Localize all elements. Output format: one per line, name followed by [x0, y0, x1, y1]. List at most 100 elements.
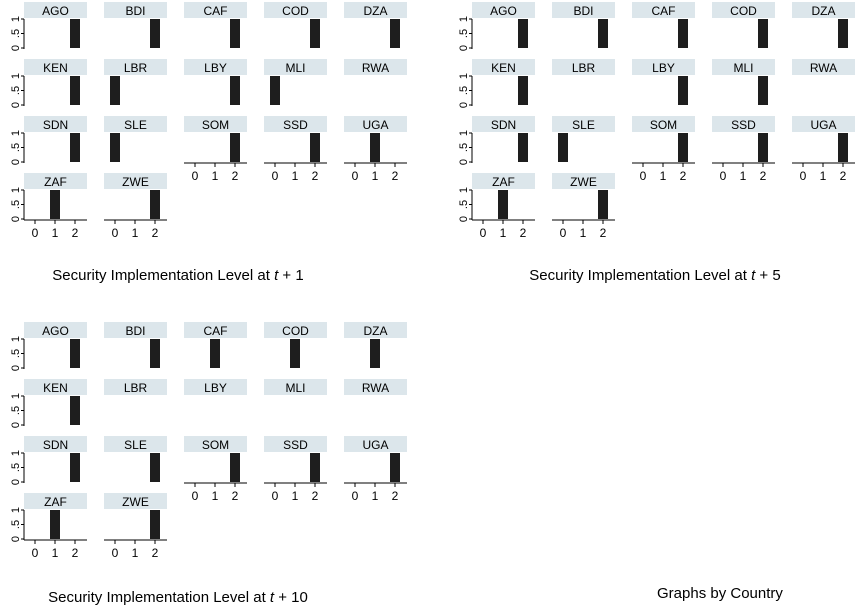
facet-sdn: SDN 0 .5 1 — [458, 116, 535, 165]
bar-caf — [230, 19, 240, 48]
x-tick-label: 1 — [372, 169, 379, 183]
facet-label: LBR — [124, 61, 148, 75]
y-tick-label: .5 — [458, 200, 470, 209]
facet-label: DZA — [364, 324, 388, 338]
facet-strip — [264, 322, 327, 338]
facet-ssd: SSD 0 1 2 — [264, 116, 327, 183]
facet-strip — [104, 322, 167, 338]
facet-cod: COD — [264, 2, 327, 48]
facet-label: MLI — [733, 61, 753, 75]
x-tick-label: 2 — [840, 169, 847, 183]
facet-label: ZAF — [492, 175, 515, 189]
bar-zaf — [50, 190, 60, 219]
panel-title: Security Implementation Level at t + 10 — [48, 589, 308, 606]
facet-strip — [472, 116, 535, 132]
facet-label: LBR — [124, 381, 148, 395]
facet-label: LBY — [204, 381, 227, 395]
x-tick-label: 2 — [392, 169, 399, 183]
bar-sle — [150, 453, 160, 482]
bar-zwe — [598, 190, 608, 219]
bar-ago — [70, 339, 80, 368]
x-tick-label: 1 — [132, 546, 139, 560]
bar-zaf — [498, 190, 508, 219]
x-tick-label: 2 — [312, 489, 319, 503]
facet-strip — [184, 322, 247, 338]
y-tick-label: 1 — [10, 507, 22, 513]
y-tick-label: 0 — [10, 102, 22, 108]
y-tick-label: .5 — [458, 143, 470, 152]
bar-mli — [270, 76, 280, 105]
bar-som — [678, 133, 688, 162]
facet-ken: KEN 0 .5 1 — [10, 379, 87, 428]
facet-ago: AGO 0 .5 1 — [458, 2, 535, 51]
facet-label: SDN — [491, 118, 516, 132]
facet-label: MLI — [285, 61, 305, 75]
y-tick-label: 0 — [458, 102, 470, 108]
facet-label: ZAF — [44, 175, 67, 189]
facet-dza: DZA — [792, 2, 855, 48]
facet-label: DZA — [364, 4, 388, 18]
bar-sle — [110, 133, 120, 162]
x-tick-label: 0 — [560, 226, 567, 240]
x-tick-label: 0 — [352, 489, 359, 503]
facet-strip — [792, 2, 855, 18]
facet-strip — [632, 59, 695, 75]
x-tick-label: 0 — [640, 169, 647, 183]
x-tick-label: 2 — [152, 546, 159, 560]
y-tick-label: .5 — [10, 349, 22, 358]
bar-dza — [370, 339, 380, 368]
y-tick-label: 0 — [10, 536, 22, 542]
y-tick-label: 1 — [10, 450, 22, 456]
facet-sle: SLE — [104, 436, 167, 482]
facet-label: SDN — [43, 118, 68, 132]
x-tick-label: 0 — [32, 226, 39, 240]
bar-som — [230, 133, 240, 162]
y-tick-label: 0 — [10, 45, 22, 51]
x-tick-label: 1 — [212, 489, 219, 503]
x-tick-label: 2 — [600, 226, 607, 240]
facet-dza: DZA — [344, 2, 407, 48]
facet-ken: KEN 0 .5 1 — [458, 59, 535, 108]
x-tick-label: 1 — [580, 226, 587, 240]
y-tick-label: 0 — [458, 45, 470, 51]
facet-strip — [24, 322, 87, 338]
bar-uga — [370, 133, 380, 162]
facet-strip — [24, 173, 87, 189]
facet-label: AGO — [42, 4, 69, 18]
x-tick-label: 2 — [232, 489, 239, 503]
facet-strip — [24, 436, 87, 452]
x-tick-label: 0 — [480, 226, 487, 240]
facet-strip — [24, 59, 87, 75]
facet-label: LBR — [572, 61, 596, 75]
facet-strip — [632, 116, 695, 132]
y-tick-label: 1 — [10, 16, 22, 22]
facet-strip — [552, 173, 615, 189]
x-tick-label: 2 — [152, 226, 159, 240]
y-tick-label: 1 — [458, 187, 470, 193]
facet-zwe: ZWE 0 1 2 — [104, 493, 167, 560]
facet-label: SSD — [283, 438, 308, 452]
facet-label: COD — [282, 324, 309, 338]
bar-sdn — [518, 133, 528, 162]
panel-title: Security Implementation Level at t + 1 — [52, 267, 303, 284]
facet-rwa: RWA — [344, 59, 407, 75]
facet-strip — [792, 116, 855, 132]
facet-label: ZWE — [570, 175, 597, 189]
facet-strip — [264, 59, 327, 75]
facet-strip — [104, 173, 167, 189]
facet-strip — [264, 116, 327, 132]
facet-mli: MLI — [712, 59, 775, 105]
x-tick-label: 1 — [372, 489, 379, 503]
facet-lby: LBY — [632, 59, 695, 105]
facet-strip — [184, 116, 247, 132]
bar-ssd — [310, 133, 320, 162]
facet-caf: CAF — [184, 2, 247, 48]
y-tick-label: 0 — [458, 216, 470, 222]
facet-mli: MLI — [264, 379, 327, 395]
facet-sdn: SDN 0 .5 1 — [10, 436, 87, 485]
facet-strip — [472, 59, 535, 75]
x-tick-label: 1 — [52, 226, 59, 240]
x-tick-label: 2 — [760, 169, 767, 183]
facet-label: MLI — [285, 381, 305, 395]
